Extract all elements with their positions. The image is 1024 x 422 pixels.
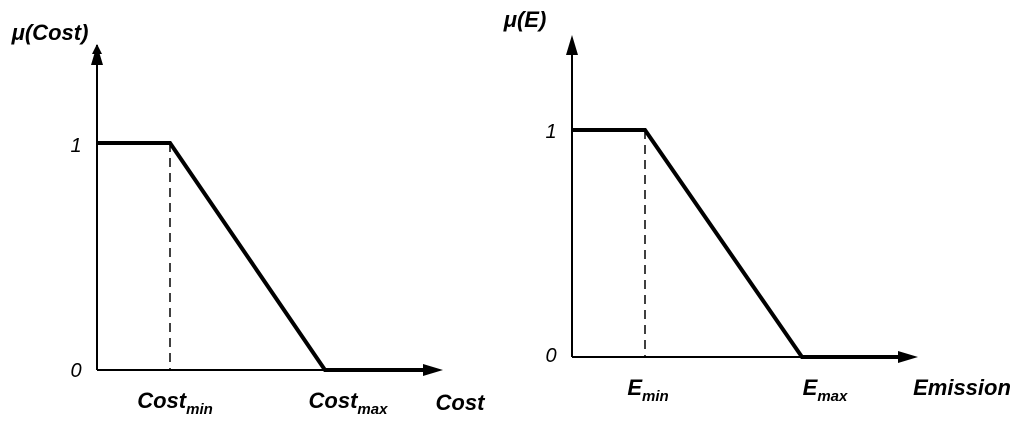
x-tick-sub: min bbox=[642, 388, 669, 405]
panel-emission: μ(E) 1 0 Emin Emax Emission bbox=[503, 7, 1011, 405]
y-arrow bbox=[566, 35, 578, 55]
membership-line bbox=[97, 141, 430, 372]
membership-line bbox=[572, 128, 905, 359]
x-tick-base: E bbox=[627, 375, 643, 400]
y-tick-label: 1 bbox=[545, 121, 556, 143]
x-tick-label: Emin bbox=[627, 375, 668, 405]
x-tick-base: Cost bbox=[309, 388, 360, 413]
y-tick-label: 0 bbox=[70, 360, 81, 382]
x-tick-base: E bbox=[803, 375, 819, 400]
y-label: μ(Cost) bbox=[11, 20, 89, 45]
x-tick-label: Costmax bbox=[309, 388, 389, 418]
y-tick-label: 0 bbox=[545, 345, 556, 367]
x-tick-sub: max bbox=[817, 388, 848, 405]
x-tick-label: Emax bbox=[803, 375, 848, 405]
x-tick-sub: max bbox=[357, 401, 388, 418]
y-tick-label: 1 bbox=[70, 135, 81, 157]
x-arrow bbox=[898, 351, 918, 363]
x-tick-base: Cost bbox=[137, 388, 188, 413]
y-arrow bbox=[91, 45, 103, 65]
x-tick-label: Costmin bbox=[137, 388, 213, 418]
y-label: μ(E) bbox=[503, 7, 547, 32]
x-label: Cost bbox=[436, 390, 487, 415]
x-arrow bbox=[423, 364, 443, 376]
x-label: Emission bbox=[913, 375, 1011, 400]
panel-cost: μ(Cost) 1 0 Costmin Costmax Cost bbox=[11, 20, 487, 418]
x-tick-sub: min bbox=[186, 401, 213, 418]
